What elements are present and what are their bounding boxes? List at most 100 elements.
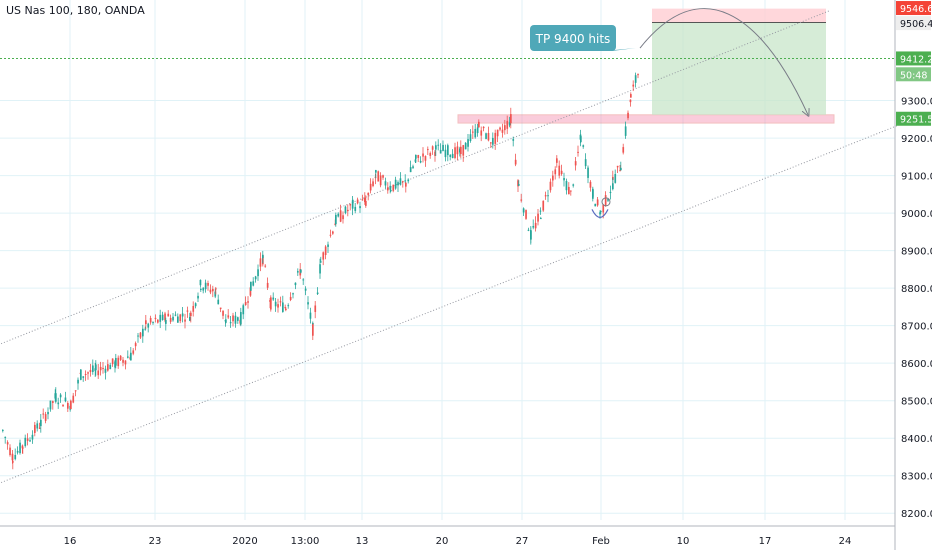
- candle-242: [520, 193, 523, 203]
- candle-190: [405, 182, 407, 193]
- candle-body-79: [172, 316, 174, 321]
- y-tick-label-9: 9100.0: [901, 172, 932, 183]
- candle-195: [415, 154, 417, 163]
- candle-body-140: [300, 269, 302, 273]
- candle-body-179: [382, 175, 384, 178]
- candle-body-74: [161, 314, 164, 320]
- candle-235: [506, 115, 509, 135]
- candle-body-2: [6, 442, 9, 445]
- candle-body-186: [397, 182, 399, 186]
- candle-body-293: [627, 112, 629, 119]
- candle-body-118: [254, 276, 257, 280]
- candle-body-94: [204, 282, 207, 290]
- candle-body-28: [62, 404, 64, 407]
- candle-256: [549, 178, 552, 193]
- candle-body-166: [354, 206, 357, 211]
- candle-5: [12, 454, 14, 470]
- candle-body-106: [229, 322, 232, 324]
- price-label-1: 9506.4: [896, 16, 932, 31]
- candle-231: [496, 129, 499, 143]
- candle-57: [124, 360, 127, 370]
- candle-body-290: [620, 167, 622, 171]
- candle-body-154: [329, 234, 332, 236]
- candle-body-123: [264, 265, 267, 267]
- candle-body-62: [134, 343, 137, 347]
- candle-body-252: [540, 218, 542, 220]
- candle-body-213: [456, 146, 459, 155]
- candle-body-264: [568, 186, 570, 195]
- candle-body-225: [482, 126, 485, 129]
- candle-176: [375, 169, 377, 179]
- candle-body-205: [437, 144, 440, 146]
- candle-162: [347, 204, 349, 217]
- candle-body-109: [237, 317, 239, 321]
- candle-body-298: [637, 74, 639, 76]
- candle-body-8: [19, 442, 21, 454]
- y-tick-label-4: 8600.0: [901, 359, 932, 370]
- x-tick-label-5: 20: [436, 536, 449, 547]
- candle-body-23: [52, 401, 54, 403]
- candle-body-250: [537, 213, 539, 222]
- support-arc-1: [591, 209, 609, 218]
- candle-body-72: [157, 319, 159, 323]
- candle-213: [456, 141, 459, 161]
- candle-135: [289, 292, 292, 302]
- candle-body-283: [607, 198, 609, 201]
- candle-body-209: [447, 145, 449, 156]
- candle-body-143: [307, 302, 309, 305]
- candle-body-68: [147, 323, 150, 328]
- candle-200: [427, 146, 429, 156]
- candle-body-203: [434, 151, 436, 156]
- candle-body-248: [532, 226, 535, 228]
- y-tick-label-11: 9300.0: [901, 97, 932, 108]
- candle-232: [499, 126, 501, 132]
- candle-225: [482, 126, 485, 132]
- candle-body-265: [570, 190, 572, 192]
- candle-167: [356, 197, 359, 205]
- candle-224: [480, 126, 483, 142]
- candle-237: [510, 107, 512, 129]
- candle-181: [387, 182, 389, 194]
- candle-body-89: [194, 303, 197, 307]
- candle-64: [139, 332, 142, 340]
- candle-173: [369, 178, 372, 194]
- candle-141: [302, 278, 305, 285]
- candle-126: [270, 295, 272, 312]
- candle-294: [629, 99, 632, 107]
- candle-body-81: [177, 316, 179, 323]
- candle-241: [518, 180, 520, 187]
- zone-layer: [0, 8, 895, 124]
- candle-159: [339, 204, 342, 223]
- candle-body-105: [227, 315, 230, 318]
- candle-180: [384, 177, 387, 189]
- candle-55: [119, 355, 122, 362]
- candle-body-255: [547, 195, 549, 197]
- candle-91: [199, 279, 202, 288]
- candle-body-141: [302, 279, 305, 281]
- candle-50: [109, 362, 112, 370]
- candle-143: [307, 296, 309, 310]
- candle-16: [36, 420, 39, 432]
- candle-body-77: [167, 313, 170, 317]
- candle-202: [431, 145, 434, 155]
- candle-body-130: [279, 301, 282, 303]
- candle-body-254: [544, 195, 547, 197]
- candle-body-116: [250, 281, 252, 291]
- candle-273: [587, 165, 589, 184]
- candle-1: [4, 436, 7, 444]
- candle-body-137: [294, 282, 297, 286]
- candle-191: [407, 178, 410, 184]
- candle-body-292: [624, 126, 627, 136]
- candle-112: [242, 303, 245, 320]
- candle-body-101: [219, 307, 222, 310]
- candle-body-126: [270, 297, 272, 310]
- candle-106: [229, 316, 232, 328]
- candle-251: [539, 207, 542, 215]
- candle-body-133: [285, 308, 287, 311]
- candle-25: [55, 387, 57, 404]
- candle-12: [26, 433, 29, 446]
- candle-287: [614, 169, 617, 184]
- candle-218: [467, 134, 469, 152]
- candle-body-276: [592, 189, 594, 199]
